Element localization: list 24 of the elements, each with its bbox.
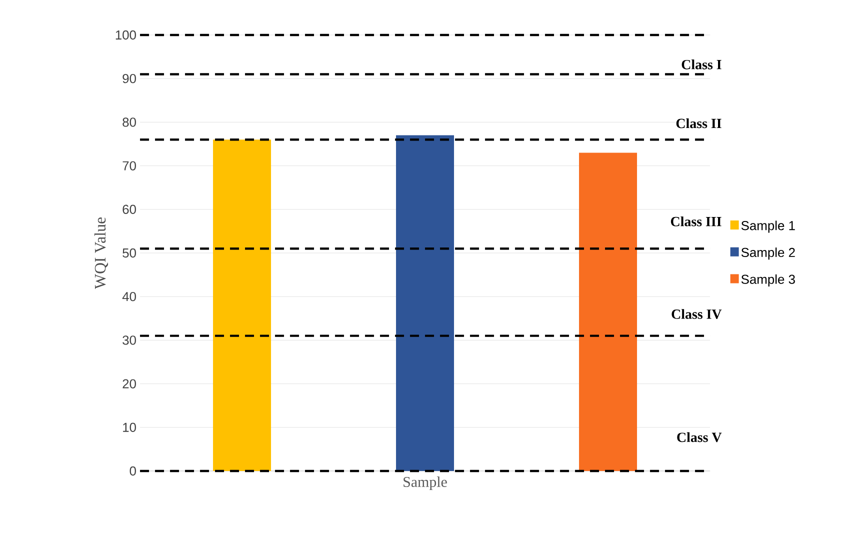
annotation: Class III: [670, 216, 722, 226]
y-tick-label: 0: [130, 466, 136, 476]
y-tick-label: 70: [122, 161, 136, 170]
y-tick-label: 40: [122, 292, 136, 302]
annotation: Class I: [682, 59, 722, 70]
bar: [396, 135, 454, 471]
legend-label: Sample 1: [741, 220, 795, 233]
legend-label: Sample 2: [741, 248, 795, 260]
y-tick-label: 10: [123, 422, 136, 432]
y-tick-label: 80: [122, 118, 136, 127]
y-tick-label: 90: [122, 74, 136, 84]
y-tick-label: 20: [122, 379, 136, 388]
y-tick-label: 30: [122, 336, 136, 345]
x-tick-label: Sample: [404, 476, 447, 490]
annotation: Class V: [677, 432, 722, 442]
legend-label: Sample 3: [741, 274, 795, 286]
y-tick-label: 60: [122, 204, 136, 214]
annotation: Class II: [676, 118, 722, 128]
annotation: Class IV: [672, 309, 722, 319]
y-tick-label: 50: [122, 248, 136, 258]
y-tick-label: 100: [116, 30, 136, 40]
bar: [213, 140, 272, 471]
y-axis-title: WQI Value: [94, 217, 108, 290]
bar: [579, 152, 638, 471]
